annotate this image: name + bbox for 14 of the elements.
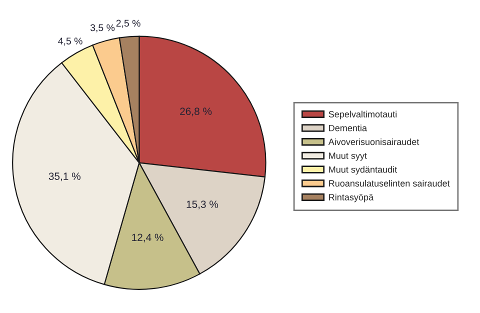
- data-label: 26,8 %: [180, 108, 212, 116]
- data-label: 4,5 %: [58, 38, 82, 46]
- data-label: 3,5 %: [90, 24, 115, 32]
- legend-label: Sepelvaltimotauti: [328, 110, 396, 120]
- legend-label: Ruoansulatuselinten sairaudet: [329, 180, 450, 187]
- legend-label: Muut sydäntaudit: [329, 166, 398, 175]
- data-label: 12,4 %: [132, 234, 164, 242]
- legend-label: Rintasyöpä: [329, 194, 374, 202]
- legend-label: Dementia: [329, 124, 367, 132]
- legend-label: Muut syyt: [329, 152, 367, 161]
- data-label: 2,5 %: [116, 20, 140, 28]
- legend-label: Aivoverisuonisairaudet: [328, 138, 420, 146]
- data-label: 15,3 %: [186, 200, 218, 210]
- data-label: 35,1 %: [48, 172, 80, 182]
